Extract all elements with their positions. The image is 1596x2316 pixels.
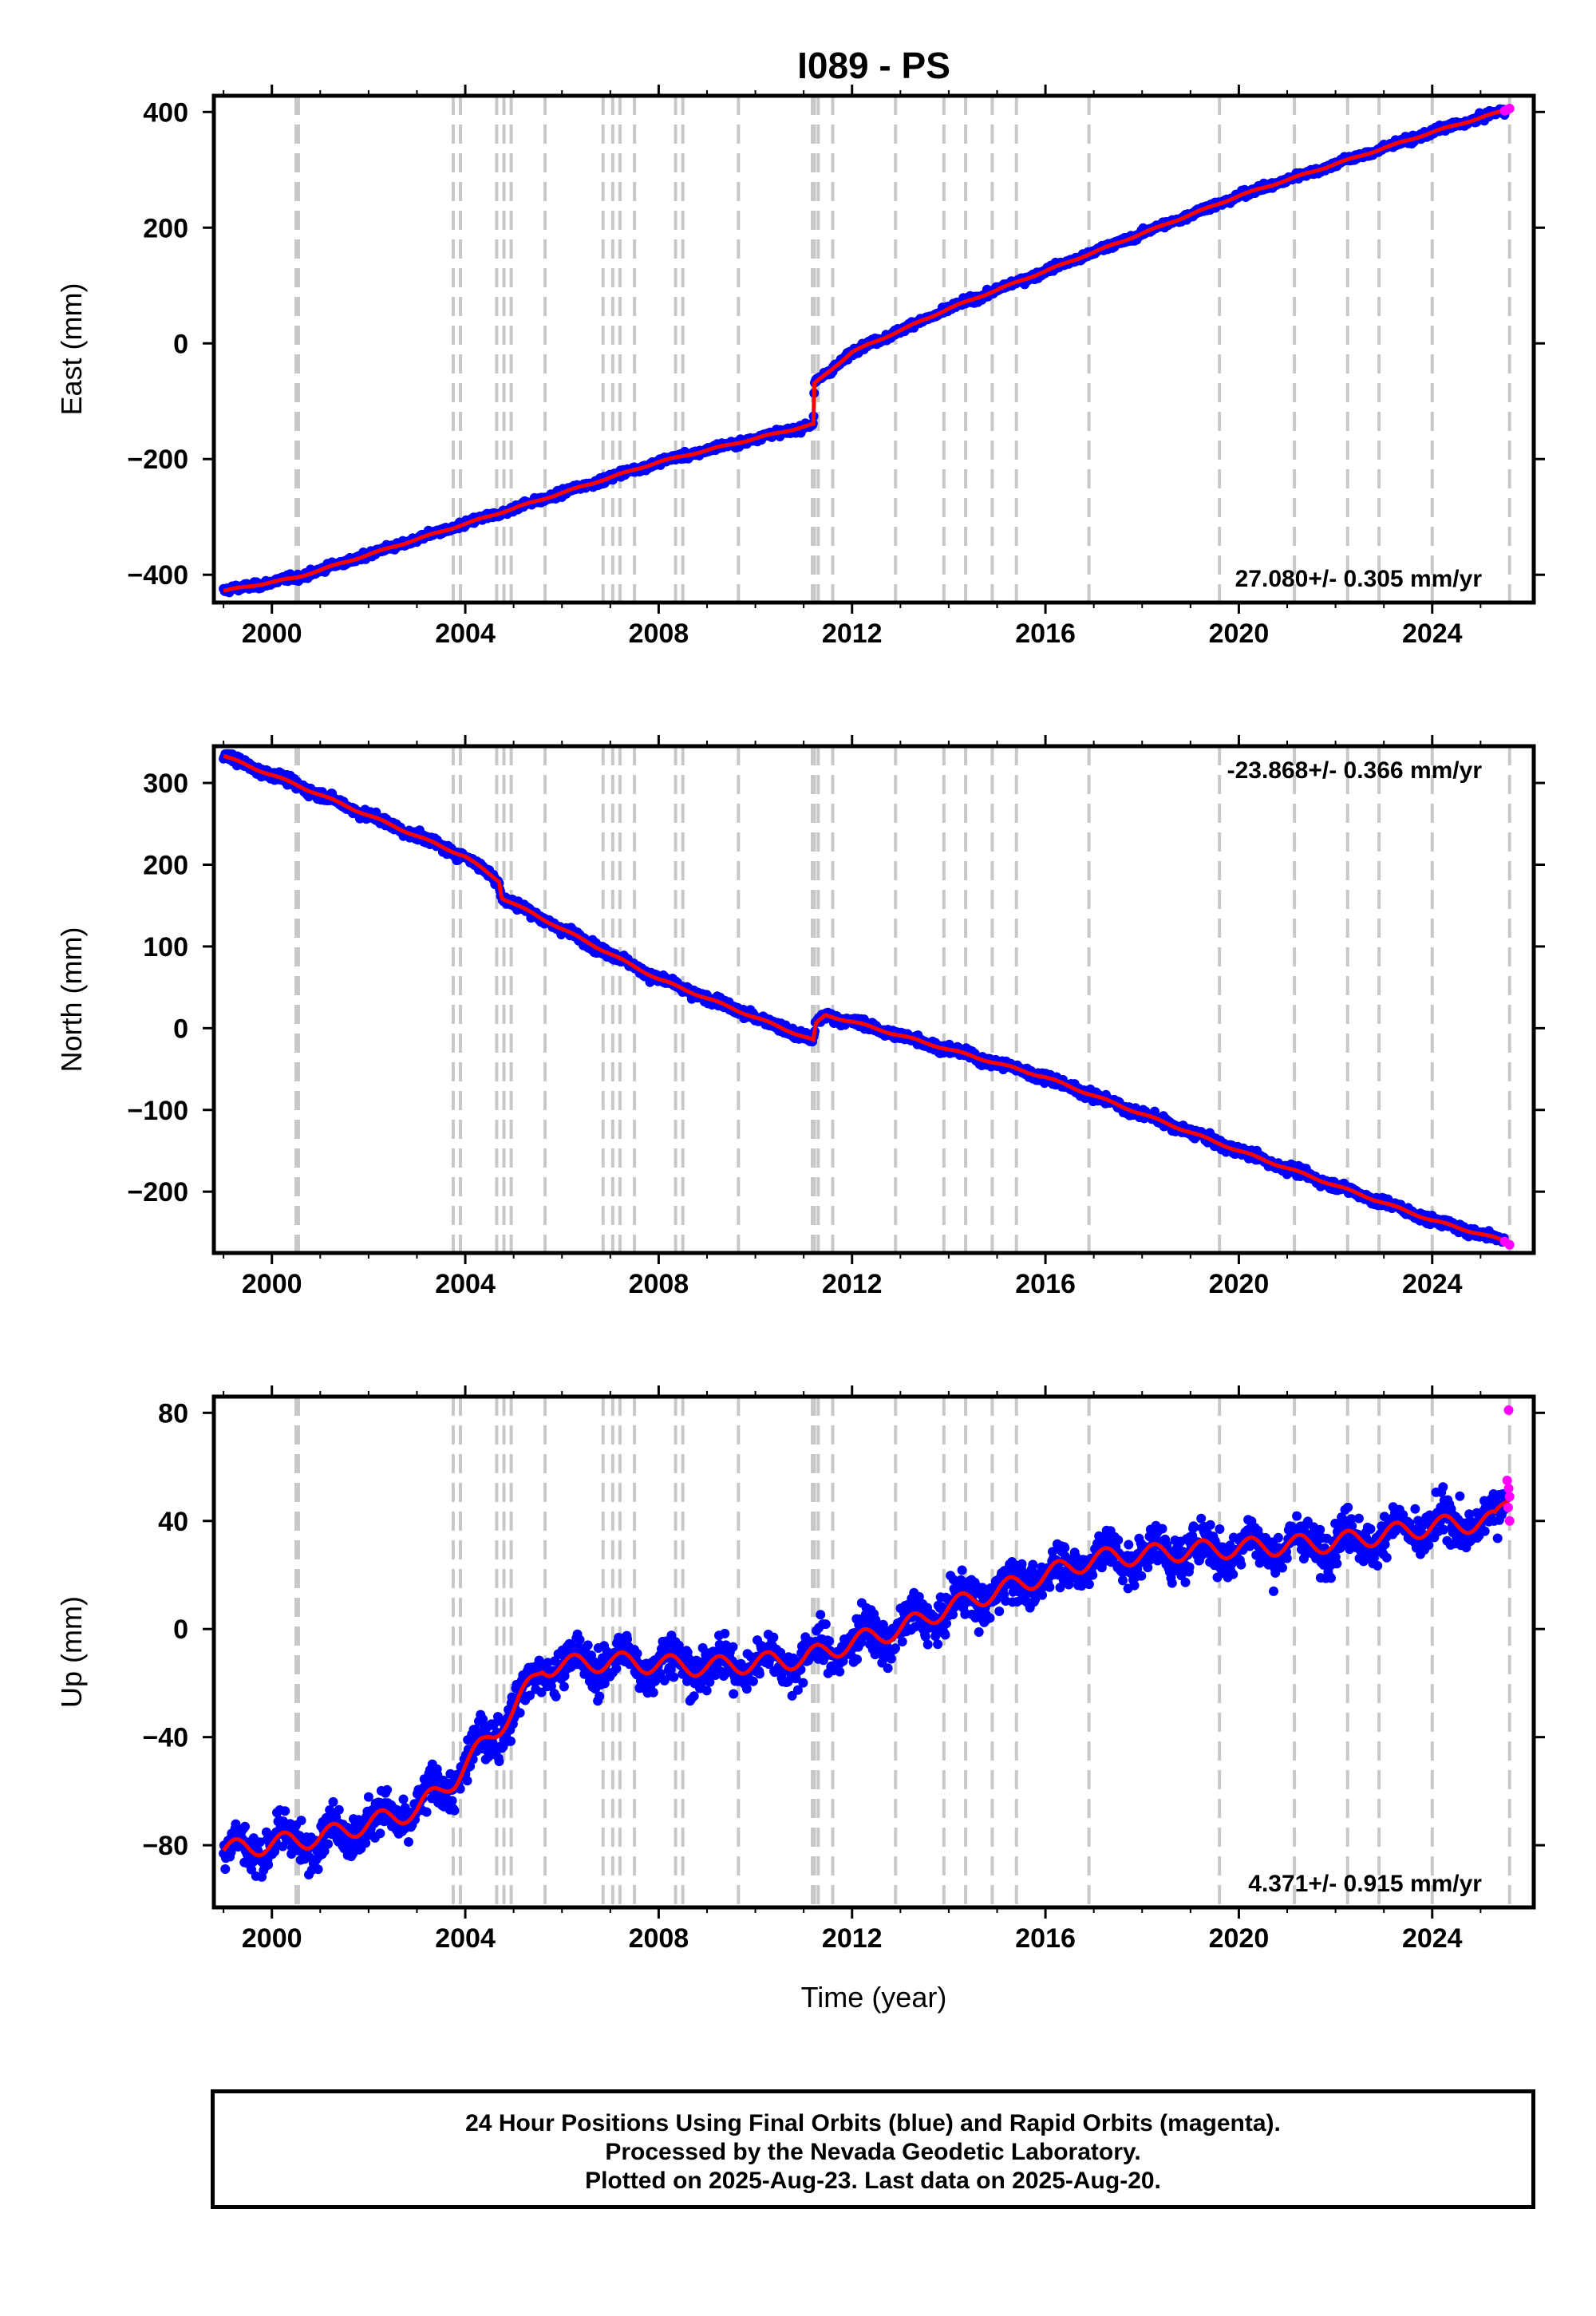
x-tick-label: 2020 (1209, 1269, 1270, 1299)
y-tick-label: −400 (127, 560, 188, 591)
panel-frame (211, 744, 1536, 1255)
x-tick-label: 2020 (1209, 619, 1270, 649)
x-tick-label: 2008 (629, 619, 689, 649)
final-orbits-scatter (219, 104, 1510, 598)
y-tick-label: 100 (143, 932, 188, 962)
x-tick-label: 2004 (435, 619, 496, 649)
final-orbit-point (334, 1804, 344, 1815)
panel-east-data (219, 96, 1515, 603)
rapid-orbit-point (1504, 103, 1515, 113)
panel-east: 2000 2004 2008 2012 2016 2020 2024 −400 −200 0 200… (55, 85, 1545, 649)
x-tick-label: 2000 (242, 619, 302, 649)
final-orbits-scatter (219, 1482, 1510, 1882)
final-orbit-point (313, 1864, 323, 1875)
model-fit-line (223, 107, 1511, 593)
y-tick-label: 200 (143, 851, 188, 881)
y-tick-label: −200 (127, 445, 188, 475)
final-orbits-scatter (219, 749, 1510, 1247)
panels-root: 2000 2004 2008 2012 2016 2020 2024−400−2000200… (55, 85, 1545, 1954)
x-tick-label: 2016 (1015, 1269, 1076, 1299)
final-orbit-point (220, 1864, 231, 1874)
x-tick-label: 2012 (822, 619, 883, 649)
y-tick-label: 300 (143, 769, 188, 799)
y-axis-label-east: East (mm) (55, 283, 88, 416)
y-tick-label: −200 (127, 1177, 188, 1207)
final-orbit-point (280, 1806, 290, 1816)
final-orbit-point (263, 1860, 274, 1870)
final-orbit-point (323, 1839, 333, 1849)
y-tick-label: 200 (143, 213, 188, 243)
panel-north-data (219, 746, 1515, 1253)
x-tick-label: 2024 (1402, 1269, 1463, 1299)
final-orbit-point (296, 1816, 306, 1826)
rate-label-north: -23.868+/- 0.366 mm/yr (1227, 757, 1483, 784)
final-orbit-point (328, 1796, 338, 1807)
x-tick-label: 2008 (629, 1269, 689, 1299)
y-tick-label: 0 (173, 1014, 188, 1044)
final-orbit-point (375, 1828, 385, 1839)
panel-up-data (219, 1397, 1515, 1907)
final-orbit-point (240, 1821, 250, 1832)
x-tick-label: 2004 (435, 1269, 496, 1299)
x-tick-label: 2016 (1015, 619, 1076, 649)
y-tick-label: 400 (143, 97, 188, 128)
chart-title: I089 - PS (797, 45, 950, 86)
x-tick-label: 2012 (822, 1269, 883, 1299)
x-tick-label: 2000 (242, 1269, 302, 1299)
y-tick-label: −100 (127, 1096, 188, 1126)
y-tick-label: 0 (173, 329, 188, 359)
panel-up: 2000 2004 2008 2012 2016 2020 2024−80−4004080U… (55, 1385, 1545, 1954)
panel-north: 2000 2004 2008 2012 2016 2020 2024 −200 −100 0 100… (55, 735, 1545, 1299)
x-tick-label: 2024 (1402, 619, 1463, 649)
panel-frame (211, 93, 1536, 605)
y-axis-label-north: North (mm) (55, 927, 88, 1073)
rate-label-east: 27.080+/- 0.305 mm/yr (1235, 566, 1483, 592)
rapid-orbit-point (1504, 1239, 1515, 1250)
